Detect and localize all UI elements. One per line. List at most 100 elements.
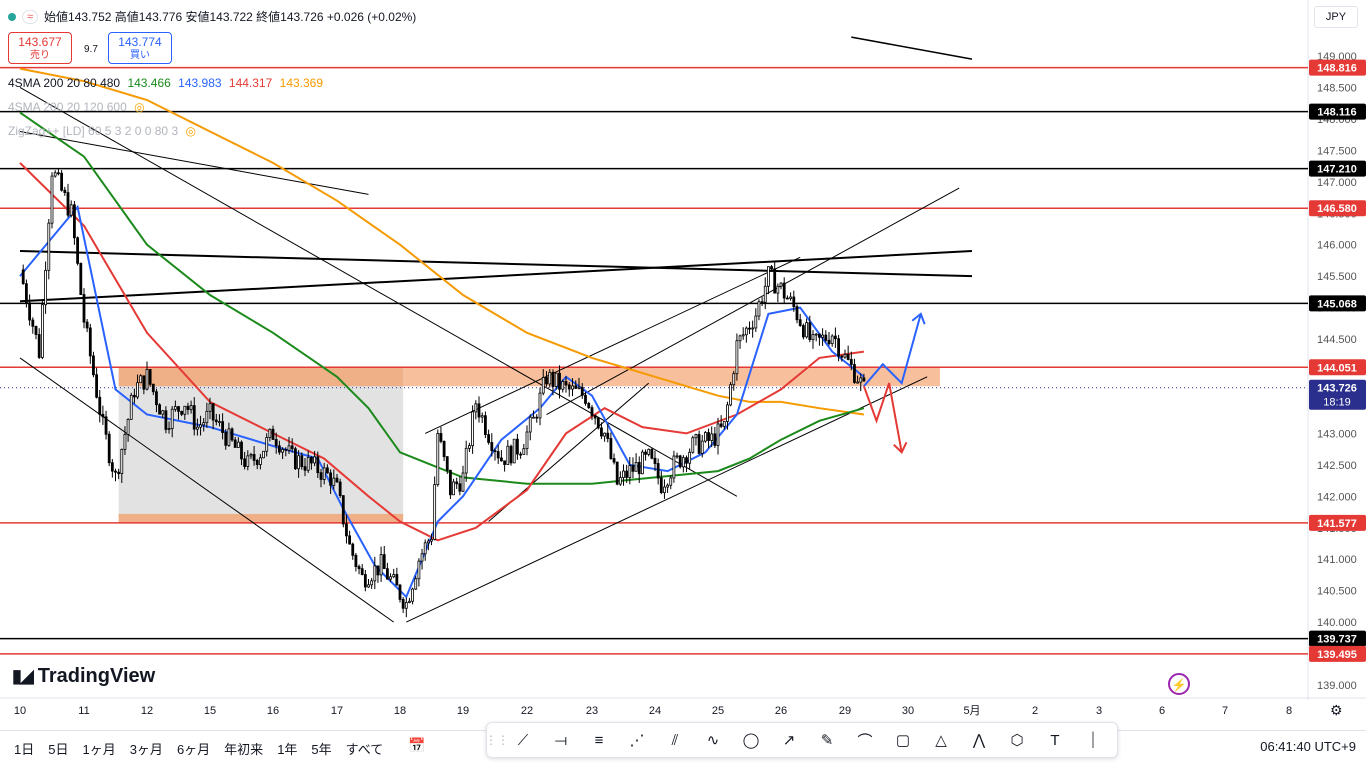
candle-body [596,417,600,429]
text-icon[interactable]: T [1050,731,1060,749]
pattern-icon[interactable]: ⬡ [1010,732,1024,749]
candle-body [516,438,519,455]
candle-body [69,204,73,216]
candle-body [205,410,209,424]
trendline-3 [19,87,738,497]
candle-body [729,384,732,406]
x-tick-label: 10 [14,705,26,717]
ohlc-legend: ≈ 始値143.752 高値143.776 安値143.722 終値143.72… [8,8,416,25]
curve-icon[interactable]: ∿ [706,732,720,749]
candle-body [548,371,552,385]
candle-body [243,458,247,467]
candle-body [24,283,28,304]
buy-button[interactable]: 143.774 買い [108,32,172,64]
forecast-blue-arrow [863,313,922,387]
eye-hidden-icon[interactable]: ◎ [134,100,145,114]
candle-body [433,484,437,540]
candle-body [843,354,847,358]
ellipse-icon[interactable]: ◯ [742,732,760,749]
candle-body [297,455,301,470]
candle-body [779,282,783,287]
candle-body [271,428,275,440]
range-ytd[interactable]: 年初来 [224,742,264,757]
utc-clock[interactable]: 06:41:40 UTC+9 [1260,739,1356,754]
horizontal-ray-icon[interactable]: ⟞ [554,731,568,749]
range-3m[interactable]: 3ヶ月 [129,742,163,757]
candle-body [612,458,616,463]
market-open-dot [8,12,16,21]
arrow-icon[interactable]: ↗ [782,732,796,749]
candle-body [44,269,47,306]
tradingview-logo: ▮◢ TradingView [12,665,155,688]
range-1d[interactable]: 1日 [14,742,35,757]
candle-body [538,392,542,419]
level-tag-label: 144.051 [1317,362,1357,374]
candle-body [474,403,478,413]
range-1m[interactable]: 1ヶ月 [82,742,116,757]
candle-body [609,438,613,459]
candle-body [631,465,635,472]
drag-handle-icon[interactable]: ⋮⋮ [485,733,509,747]
y-tick-label: 147.000 [1317,177,1357,189]
wave-icon[interactable]: ≈ [22,9,39,24]
candle-body [79,262,83,295]
candle-body [332,477,336,486]
candle-body [653,457,657,464]
lightning-icon[interactable]: ⚡ [1168,673,1190,695]
candle-body [574,385,578,389]
polyline-icon[interactable]: ⋀ [972,732,986,749]
candle-body [859,377,863,383]
candle-body [448,469,452,496]
candle-body [277,445,281,453]
candle-body [528,416,532,433]
eye-hidden-icon[interactable]: ◎ [185,124,196,138]
candle-body [532,416,535,419]
range-5d[interactable]: 5日 [48,742,69,757]
path-icon[interactable]: ⌒ [857,732,873,750]
range-5y[interactable]: 5年 [311,742,332,757]
candle-body [688,451,692,464]
candle-body [464,447,468,474]
triangle-icon[interactable]: △ [935,732,947,749]
y-tick-label: 144.500 [1317,334,1357,346]
channel-icon[interactable]: ⫽ [671,731,679,749]
parallel-lines-icon[interactable]: ≡ [594,731,604,749]
candle-body [246,455,250,467]
candle-body [442,440,446,458]
range-6m[interactable]: 6ヶ月 [176,742,211,757]
trend-line-icon[interactable]: ⟋ [517,731,529,749]
trendline-1 [19,249,973,303]
brush-icon[interactable]: ✎ [820,732,834,749]
pitchfork-icon[interactable]: ⋰ [629,732,645,749]
candle-body [710,433,714,441]
candle-body [757,301,761,317]
range-all[interactable]: すべて [345,742,384,757]
sell-button[interactable]: 143.677 売り [8,32,72,64]
candle-body [208,403,212,412]
candle-body [34,325,38,335]
candle-body [155,391,158,406]
candle-body [672,455,676,479]
currency-selector[interactable]: JPY [1314,6,1358,28]
vertical-line-icon[interactable]: ⏐ [1088,731,1098,749]
candle-body [834,335,837,340]
candle-body [161,410,165,415]
y-tick-label: 142.500 [1317,460,1357,472]
forecast-red-arrow [862,382,903,453]
candle-body [404,602,408,609]
indicator-zigzag[interactable]: ZigZag++ [LD] 60 5 3 2 0 0 80 3 ◎ [8,124,200,138]
candle-body [132,394,136,398]
candle-body [704,432,707,442]
indicator-sma1[interactable]: 4SMA 200 20 80 480 143.466 143.983 144.3… [8,76,327,90]
calendar-goto-icon[interactable]: 📅 [408,737,426,753]
candle-body [47,222,51,271]
candle-body [110,462,114,472]
candle-body [385,568,389,580]
range-1y[interactable]: 1年 [277,742,298,757]
gear-icon[interactable]: ⚙ [1330,702,1343,718]
trendline-4 [19,357,394,623]
candle-body [650,448,654,459]
rectangle-icon[interactable]: ▢ [895,732,911,749]
indicator-sma2[interactable]: 4SMA 200 20 120 600 ◎ [8,100,149,114]
